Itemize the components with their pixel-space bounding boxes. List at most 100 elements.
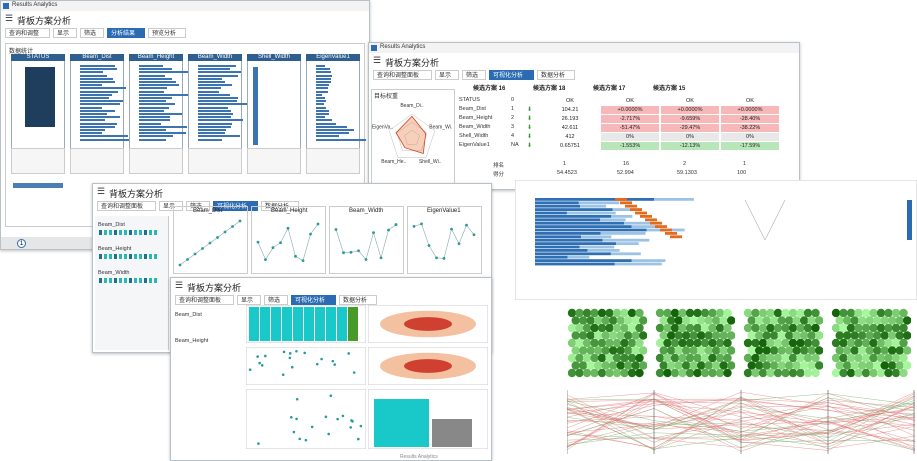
tab[interactable]: 显示 bbox=[53, 28, 77, 38]
hex bbox=[876, 323, 886, 333]
hex bbox=[579, 361, 588, 370]
hex bbox=[631, 316, 640, 325]
hist-bar bbox=[139, 77, 172, 80]
tab[interactable]: 可视化分析 bbox=[291, 295, 336, 305]
hist-bar bbox=[316, 138, 366, 141]
hex bbox=[700, 368, 710, 378]
bar bbox=[348, 307, 358, 341]
line bbox=[764, 199, 786, 241]
hex bbox=[670, 338, 680, 348]
hist-bar bbox=[316, 119, 332, 122]
hex bbox=[803, 308, 813, 318]
tab[interactable]: 筛选 bbox=[264, 295, 288, 305]
hex bbox=[700, 308, 710, 318]
hex bbox=[835, 361, 844, 370]
hex bbox=[682, 316, 691, 325]
tab[interactable]: 筛选 bbox=[80, 28, 104, 38]
hex bbox=[571, 331, 580, 340]
radar-ring bbox=[388, 113, 436, 158]
hist-bar bbox=[80, 77, 114, 80]
hex bbox=[758, 308, 768, 318]
tab[interactable]: 查询和调整面板 bbox=[373, 70, 432, 80]
tab[interactable]: 预览分析 bbox=[148, 28, 186, 38]
hex bbox=[697, 346, 706, 355]
tab[interactable]: 分析结果 bbox=[107, 28, 145, 38]
hist-bar bbox=[139, 103, 176, 106]
hex bbox=[880, 331, 889, 340]
hex bbox=[571, 316, 580, 325]
menu-icon: ☰ bbox=[175, 280, 184, 290]
hist-bar bbox=[80, 68, 117, 71]
hist-bar bbox=[198, 103, 247, 106]
side-bar bbox=[149, 230, 152, 235]
hex bbox=[854, 368, 863, 378]
hex bbox=[758, 323, 768, 333]
tab[interactable]: 查询和调整面板 bbox=[97, 201, 156, 211]
hex bbox=[903, 346, 911, 355]
side-label: Beam_Dist bbox=[175, 312, 202, 318]
tab[interactable]: 数据分析 bbox=[537, 70, 575, 80]
hex bbox=[811, 353, 820, 363]
hex bbox=[854, 353, 863, 363]
trend-line bbox=[413, 223, 475, 259]
hex bbox=[850, 331, 859, 340]
hist-bar bbox=[139, 135, 174, 138]
tab[interactable]: 显示 bbox=[237, 295, 261, 305]
point bbox=[295, 349, 298, 353]
app-name: Results Analytics bbox=[12, 2, 58, 8]
stats-box bbox=[70, 148, 124, 174]
point bbox=[286, 226, 290, 230]
window-title: 背板方案分析 bbox=[187, 283, 242, 293]
table-cell: OK bbox=[721, 97, 779, 105]
bar bbox=[580, 204, 607, 208]
hex bbox=[590, 308, 599, 318]
heat bbox=[404, 317, 452, 331]
hex bbox=[631, 346, 640, 355]
hex bbox=[609, 331, 618, 340]
bar bbox=[315, 307, 325, 341]
hist-bar bbox=[316, 87, 329, 90]
hex bbox=[693, 338, 702, 348]
point bbox=[201, 247, 204, 250]
slider-knob[interactable]: 1 bbox=[17, 239, 26, 248]
hex bbox=[612, 353, 622, 363]
hex bbox=[639, 361, 647, 370]
hex bbox=[597, 338, 607, 348]
tab[interactable]: 数据分析 bbox=[339, 295, 377, 305]
point bbox=[412, 225, 416, 228]
hex bbox=[843, 346, 852, 355]
bar bbox=[635, 211, 647, 215]
side-bar bbox=[134, 278, 137, 283]
hex bbox=[891, 308, 901, 318]
window: Results Analytics ☰ 背板方案分析 查询和调整面板 显示 筛选 可视化分析… bbox=[368, 42, 800, 190]
hex bbox=[895, 316, 904, 325]
chart-title: Beam_Dist bbox=[193, 208, 223, 214]
tab[interactable]: 查询和调整面板 bbox=[175, 295, 234, 305]
hex bbox=[873, 361, 882, 370]
side-bar bbox=[104, 230, 107, 235]
hex bbox=[751, 338, 760, 348]
hex bbox=[674, 331, 683, 340]
hex bbox=[567, 368, 577, 378]
tab[interactable]: 筛选 bbox=[462, 70, 486, 80]
hex bbox=[865, 316, 874, 325]
hex bbox=[612, 308, 622, 318]
hex bbox=[770, 316, 779, 325]
hex bbox=[807, 331, 816, 340]
tab[interactable]: 显示 bbox=[435, 70, 459, 80]
hex bbox=[743, 308, 753, 318]
hex bbox=[685, 353, 695, 363]
hex bbox=[715, 338, 725, 348]
hex bbox=[843, 316, 852, 325]
hist-bar bbox=[139, 100, 166, 103]
tab[interactable]: 可视化分析 bbox=[489, 70, 534, 80]
stats-box bbox=[11, 148, 65, 174]
hex bbox=[723, 308, 732, 318]
table-header: 候选方案 15 bbox=[653, 86, 686, 92]
hex bbox=[609, 361, 618, 370]
hex bbox=[655, 338, 665, 348]
table-cell: 0.65751 bbox=[541, 142, 599, 150]
tab[interactable]: 查询和调整 bbox=[5, 28, 50, 38]
score-cell: 52.994 bbox=[617, 170, 634, 176]
hex bbox=[858, 331, 867, 340]
